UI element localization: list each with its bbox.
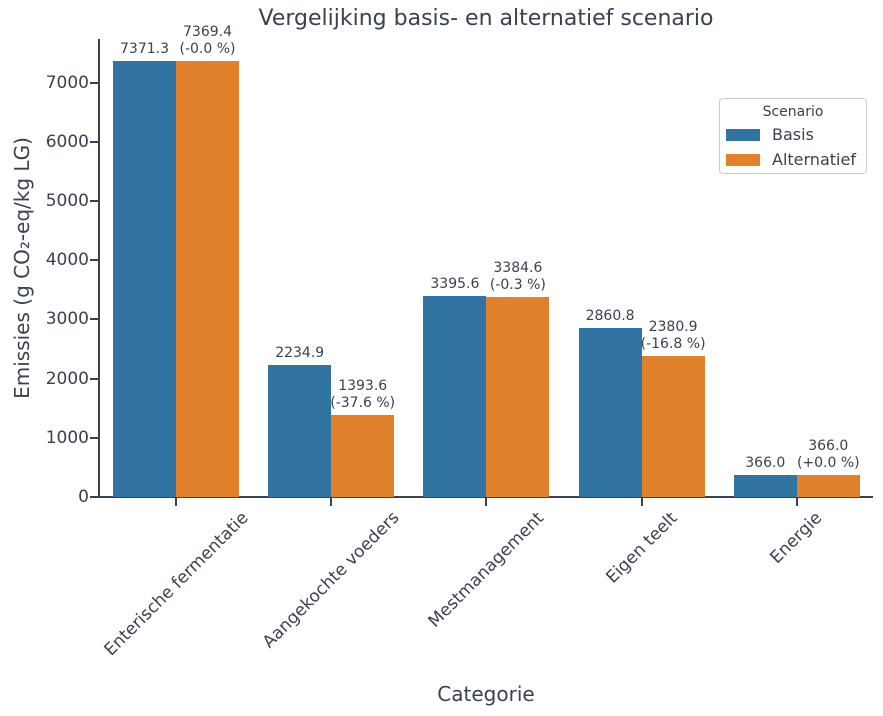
y-tick-mark (90, 259, 98, 262)
bar-value-label: 3384.6 (-0.3 %) (490, 260, 546, 294)
y-tick-mark (90, 200, 98, 203)
bar-value-label: 2860.8 (586, 308, 635, 325)
bar-value-label-line: (-0.3 %) (489, 276, 546, 293)
bar-value-label-line: 7369.4 (183, 23, 232, 40)
bar-value-label-line: (-16.8 %) (640, 336, 706, 353)
legend-item-alternatief: Alternatief (720, 149, 866, 171)
x-tick-mark (175, 498, 177, 506)
bar-basis (733, 475, 797, 497)
y-tick-label: 1000 (45, 427, 89, 448)
legend-swatch (726, 154, 760, 166)
bar-alternatief (486, 296, 550, 497)
y-tick-label: 3000 (45, 309, 89, 330)
legend-item-label: Basis (772, 125, 814, 144)
legend-title: Scenario (762, 104, 824, 120)
x-tick-label: Aangekochte voeders (259, 507, 404, 653)
y-tick-mark (90, 496, 98, 498)
y-tick-mark (90, 81, 98, 84)
bar-alternatief (331, 414, 395, 497)
bar-basis (268, 364, 332, 497)
legend-item-label: Alternatief (772, 150, 856, 169)
x-tick-label: Mestmanagement (424, 508, 548, 632)
y-tick-mark (90, 140, 98, 143)
y-tick-mark (90, 318, 98, 321)
bar-value-label: 366.0 (+0.0 %) (797, 438, 860, 472)
bar-value-label-line: 2380.9 (648, 319, 698, 336)
chart-title: Vergelijking basis- en alternatief scena… (258, 6, 714, 31)
bar-value-label-line: 366.0 (745, 455, 786, 472)
y-tick-label: 5000 (45, 191, 89, 212)
bar-value-label: 1393.6 (-37.6 %) (330, 378, 395, 412)
y-tick-label: 0 (78, 487, 89, 507)
bar-value-label-line: (-0.0 %) (179, 40, 236, 57)
y-tick-mark (90, 377, 98, 380)
bar-value-label: 7371.3 (120, 41, 169, 58)
x-tick-label: Enterische fermentatie (99, 507, 253, 661)
x-tick-label: Eigen teelt (601, 508, 682, 588)
bar-value-label-line: (+0.0 %) (796, 455, 860, 472)
x-axis-label: Categorie (437, 682, 535, 706)
legend: Scenario Basis Alternatief (719, 98, 867, 174)
bar-value-label-line: 3395.6 (430, 276, 480, 293)
x-tick-mark (485, 498, 488, 506)
bar-basis (578, 327, 642, 497)
x-tick-mark (795, 498, 798, 506)
bar-value-label-line: 366.0 (808, 438, 849, 455)
x-tick-label: Energie (766, 508, 827, 568)
y-tick-mark (90, 436, 98, 439)
bar-value-label: 3395.6 (430, 276, 479, 293)
bar-value-label-line: 2234.9 (275, 344, 325, 361)
y-tick-label: 4000 (45, 250, 89, 271)
bar-basis (113, 60, 176, 497)
bar-value-label: 366.0 (745, 455, 785, 472)
bar-alternatief (176, 60, 239, 497)
bar-value-label-line: (-37.6 %) (330, 394, 396, 411)
y-tick-label: 2000 (45, 368, 89, 389)
legend-swatch (726, 129, 760, 141)
y-axis-spine (98, 39, 100, 498)
bar-value-label-line: 2860.8 (585, 307, 635, 324)
legend-item-basis: Basis (720, 124, 866, 146)
bar-alternatief (796, 475, 860, 497)
bar-value-label-line: 3384.6 (493, 259, 543, 276)
x-tick-mark (640, 498, 643, 506)
bar-basis (423, 296, 487, 497)
bar-value-label: 7369.4 (-0.0 %) (180, 24, 236, 58)
y-tick-label: 7000 (45, 72, 89, 93)
x-tick-mark (330, 498, 333, 506)
bar-alternatief (641, 356, 705, 497)
y-tick-label: 6000 (45, 131, 89, 152)
bar-value-label: 2380.9 (-16.8 %) (641, 319, 706, 353)
bar-value-label: 2234.9 (275, 345, 324, 362)
x-axis-spine (100, 496, 873, 498)
bar-value-label-line: 1393.6 (338, 377, 388, 394)
bar-value-label-line: 7371.3 (120, 40, 169, 57)
